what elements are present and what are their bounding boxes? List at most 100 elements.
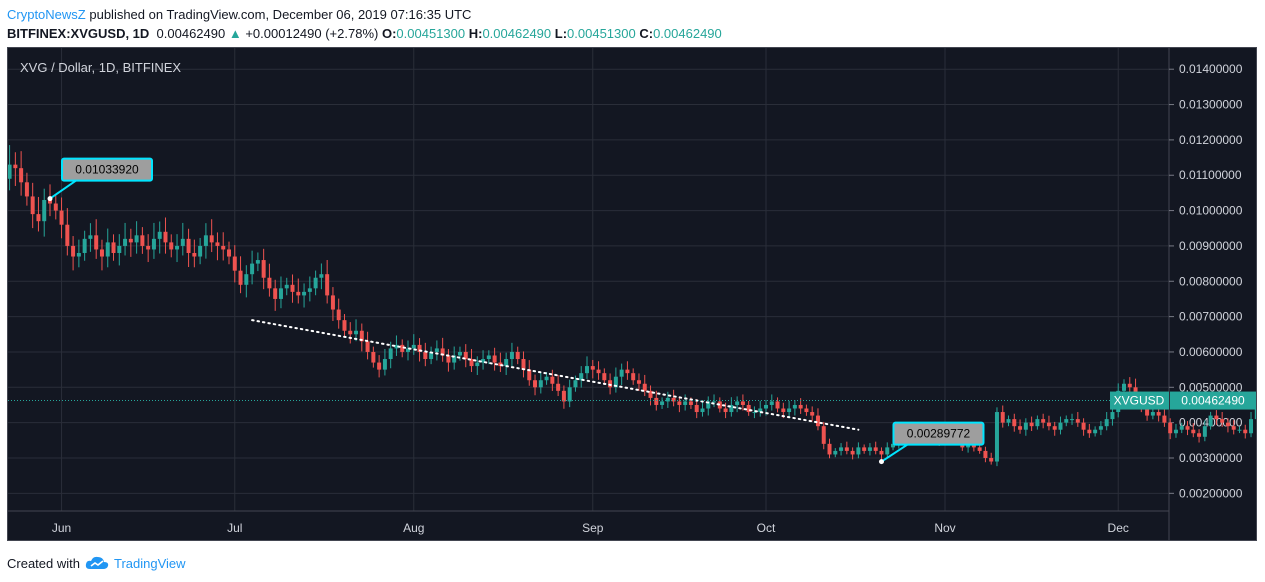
trendline-group[interactable]: [251, 319, 860, 431]
candle-body: [169, 242, 174, 250]
close-value: 0.00462490: [653, 26, 722, 41]
candle-body: [1093, 429, 1098, 434]
price-axis[interactable]: 0.01400000 0.01300000 0.01200000 0.01100000…: [1169, 62, 1243, 500]
candle-body: [746, 404, 751, 413]
candle-body: [319, 274, 324, 278]
x-tick-label: Aug: [403, 521, 424, 535]
time-axis[interactable]: JunJulAugSepOctNovDec2: [52, 521, 1257, 535]
candle-body: [619, 369, 624, 377]
candle-body: [111, 242, 116, 253]
candle-body: [971, 443, 976, 448]
y-tick-label: 0.01200000: [1179, 133, 1243, 147]
candle-body: [1023, 422, 1028, 430]
candle-body: [417, 344, 422, 352]
candle-body: [509, 351, 514, 360]
candle-body: [521, 359, 526, 370]
candle-body: [694, 404, 699, 413]
price-callout[interactable]: [61, 157, 153, 182]
candle-body: [758, 408, 763, 413]
candle-body: [36, 214, 41, 222]
symbol-price-tag-label: XVGUSD: [1114, 394, 1165, 408]
author-link[interactable]: CryptoNewsZ: [7, 7, 86, 22]
candle-body: [1122, 383, 1126, 391]
candle-body: [1191, 429, 1196, 434]
candle-body: [1150, 412, 1155, 416]
candle-body: [1018, 426, 1023, 430]
symbol-label: BITFINEX:XVGUSD, 1D: [7, 26, 150, 41]
candle-body: [186, 238, 191, 253]
candle-body: [792, 404, 797, 409]
candle-body: [567, 387, 572, 402]
low-label: L:: [554, 26, 568, 41]
candle-body: [983, 450, 988, 458]
candle-body: [498, 362, 503, 367]
candle-body: [1173, 429, 1178, 434]
candle-body: [504, 359, 509, 367]
y-tick-label: 0.01000000: [1179, 204, 1243, 218]
price-callout[interactable]: [892, 421, 985, 446]
chart-frame[interactable]: 0.01400000 0.01300000 0.01200000 0.01100000…: [7, 47, 1257, 541]
candle-body: [354, 330, 359, 335]
candle-body: [76, 252, 81, 257]
candle-body: [24, 182, 29, 197]
candle-body: [827, 443, 832, 455]
price-chart[interactable]: 0.01400000 0.01300000 0.01200000 0.01100000…: [8, 48, 1257, 541]
candle-body: [105, 242, 110, 257]
tradingview-link[interactable]: TradingView: [113, 555, 186, 571]
candle-body: [325, 274, 330, 296]
change-arrow-icon: ▲: [228, 26, 242, 41]
candle-body: [65, 224, 70, 246]
x-tick-label: Dec: [1108, 521, 1129, 535]
candle-body: [1162, 415, 1167, 423]
candle-body: [123, 238, 128, 246]
created-with-text: Created with: [7, 555, 80, 571]
price-callouts[interactable]: 0.01033920 0.00289772: [47, 157, 985, 465]
candle-body: [688, 401, 693, 405]
candle-body: [371, 351, 376, 363]
candle-body: [1052, 426, 1057, 430]
candle-body: [296, 291, 301, 296]
candle-body: [833, 450, 838, 455]
candle-body: [30, 196, 35, 215]
candle-body: [966, 443, 971, 448]
candle-body: [486, 355, 491, 360]
candle-body: [411, 344, 416, 349]
candle-body: [250, 263, 255, 275]
grid: [8, 48, 1169, 511]
candle-body: [1243, 429, 1248, 434]
candle-body: [255, 260, 260, 264]
candle-body: [764, 404, 768, 409]
candle-body: [538, 380, 543, 388]
candle-body: [1035, 419, 1040, 427]
candle-body: [608, 380, 613, 388]
high-label: H:: [468, 26, 483, 41]
candle-body: [175, 245, 180, 250]
chart-title: XVG / Dollar, 1D, BITFINEX: [20, 60, 181, 75]
candle-body: [533, 380, 538, 388]
last-price: 0.00462490: [156, 26, 226, 41]
candle-body: [365, 341, 370, 352]
candle-body: [348, 330, 353, 335]
candle-body: [550, 376, 555, 384]
x-tick-label: Jul: [227, 521, 242, 535]
candle-body: [261, 260, 266, 278]
candle-body: [1104, 419, 1109, 427]
candle-body: [1064, 419, 1069, 423]
candle-body: [227, 249, 231, 257]
candle-body: [313, 277, 318, 289]
candle-body: [1127, 383, 1132, 388]
candle-body: [712, 401, 717, 403]
candle-body: [839, 447, 844, 451]
dotted-trendline[interactable]: [251, 319, 860, 431]
candle-body: [579, 373, 584, 381]
candle-body: [862, 447, 867, 451]
candle-body: [1098, 426, 1103, 430]
candle-body: [71, 245, 76, 257]
candle-body: [1000, 412, 1005, 423]
candle-body: [810, 412, 815, 416]
candle-body: [238, 270, 243, 285]
candlestick-series: [8, 145, 1256, 467]
candle-body: [307, 288, 312, 292]
candle-body: [469, 359, 474, 367]
candle-body: [706, 401, 711, 409]
